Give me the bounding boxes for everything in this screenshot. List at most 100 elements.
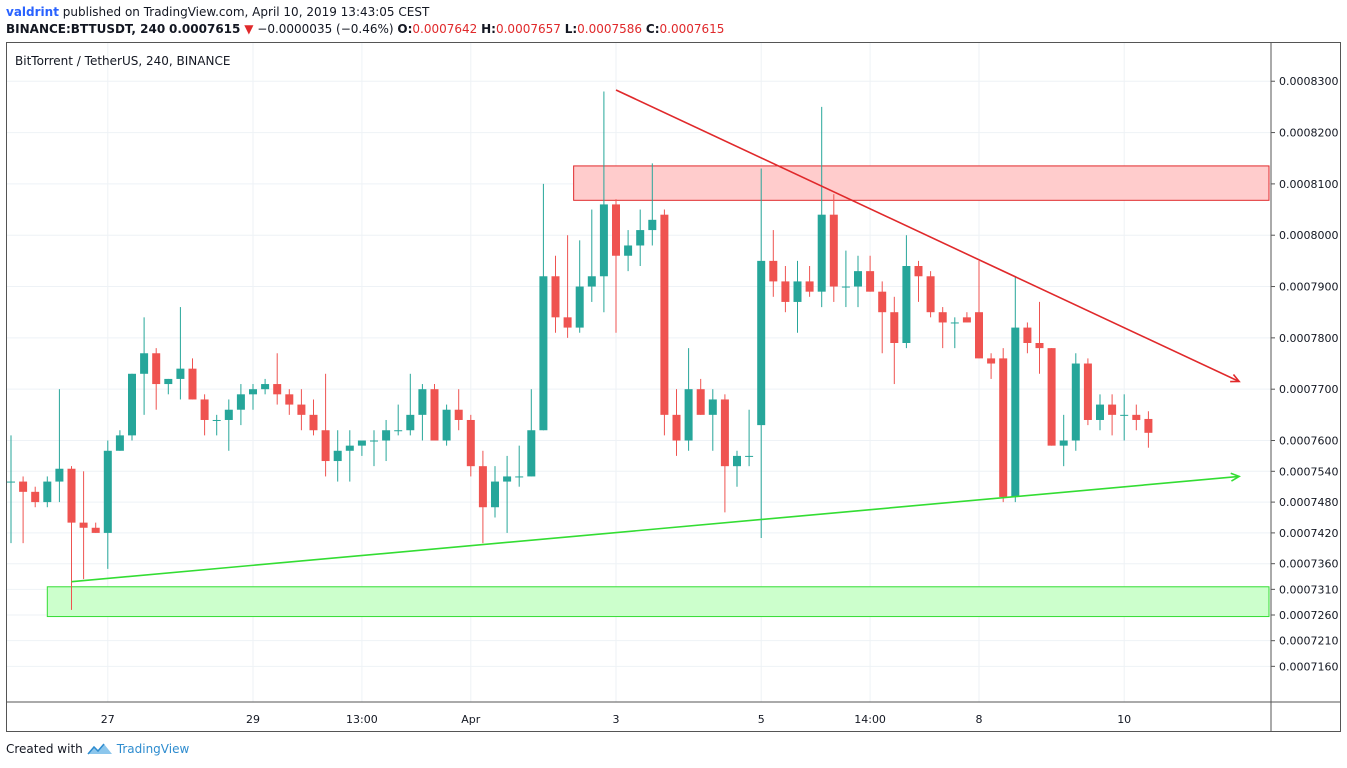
candle-down	[563, 317, 572, 328]
candle-down	[866, 271, 875, 292]
candle-up	[841, 286, 850, 288]
low-label: L:	[564, 22, 578, 36]
candle-up	[902, 266, 911, 343]
candlestick-chart[interactable]: 0.0008300 0.0008200 0.0008100 0.0008000 0.00…	[6, 42, 1341, 732]
candle-down	[297, 404, 306, 415]
candle-down	[890, 312, 899, 343]
y-tick-label: 0.0008100	[1279, 178, 1339, 191]
candle-down	[285, 394, 294, 405]
x-tick-label: 3	[613, 713, 620, 726]
candle-down	[999, 358, 1008, 497]
y-tick-label: 0.0007700	[1279, 383, 1339, 396]
x-tick-label: 29	[246, 713, 260, 726]
outer-border	[6, 42, 1341, 732]
y-tick-label: 0.0007160	[1279, 660, 1339, 673]
candle-up	[382, 430, 391, 441]
candle-up	[648, 219, 657, 231]
candle-down	[430, 389, 439, 441]
candle-down	[454, 409, 463, 420]
candle-down	[152, 353, 161, 385]
candle-down	[31, 491, 40, 503]
candle-down	[829, 214, 838, 287]
candle-down	[466, 419, 475, 467]
candle-down	[79, 522, 88, 528]
candle-up	[1059, 440, 1068, 446]
candle-up	[333, 450, 342, 462]
candle-up	[950, 322, 959, 324]
candle-up	[503, 476, 512, 482]
candle-up	[345, 445, 354, 451]
candle-down	[938, 312, 947, 323]
trendlines	[71, 89, 1241, 583]
candle-up	[394, 430, 403, 432]
y-tick-label: 0.0007260	[1279, 609, 1339, 622]
candle-up	[599, 204, 608, 277]
candle-up	[854, 271, 862, 287]
candle-down	[805, 281, 814, 292]
x-tick-label: 27	[101, 713, 115, 726]
candle-down	[1083, 363, 1092, 420]
candle-down	[962, 317, 971, 323]
y-tick-label: 0.0007210	[1279, 635, 1339, 648]
candle-down	[1132, 414, 1141, 420]
chart-header: valdrint published on TradingView.com, A…	[0, 0, 1347, 42]
candle-down	[1023, 327, 1032, 343]
candle-down	[987, 358, 996, 364]
candle-down	[612, 204, 620, 256]
y-tick-label: 0.0007360	[1279, 558, 1339, 571]
candle-up	[624, 245, 633, 256]
candle-down	[19, 481, 28, 492]
candle-down	[91, 527, 100, 533]
candle-down	[660, 214, 669, 415]
chart-frame[interactable]: 0.0008300 0.0008200 0.0008100 0.0008000 0.00…	[6, 42, 1341, 732]
y-tick-label: 0.0008300	[1279, 75, 1339, 88]
y-tick-label: 0.0007420	[1279, 527, 1339, 540]
time-axis[interactable]: 27 29 13:00 Apr 3 5 14:00 8 10	[101, 713, 1131, 726]
candle-up	[1096, 404, 1104, 420]
candle-down	[914, 266, 923, 277]
candle-up	[1120, 414, 1129, 416]
candle-up	[1071, 363, 1080, 441]
down-arrow-icon: ▼	[244, 22, 254, 36]
x-tick-label: 13:00	[346, 713, 378, 726]
y-tick-label: 0.0007600	[1279, 435, 1339, 448]
candle-down	[200, 399, 209, 420]
tradingview-brand-link[interactable]: TradingView	[116, 742, 190, 756]
candle-up	[539, 276, 548, 431]
zones	[46, 165, 1270, 618]
candle-down	[781, 281, 790, 302]
support-trendline	[71, 475, 1240, 583]
candle-up	[236, 394, 245, 410]
author-link[interactable]: valdrint	[6, 5, 59, 19]
candle-up	[249, 389, 257, 395]
y-tick-label: 0.0008000	[1279, 229, 1339, 242]
candle-up	[491, 481, 499, 508]
high-value: 0.0007657	[495, 22, 561, 36]
close-label: C:	[645, 22, 660, 36]
price-change: −0.0000035 (−0.46%)	[257, 22, 394, 36]
candle-up	[164, 378, 173, 385]
candle-up	[406, 414, 415, 431]
candle-down	[1047, 348, 1056, 446]
candle-down	[551, 276, 560, 318]
candle-down	[1144, 418, 1153, 433]
candle-down	[67, 468, 76, 523]
tradingview-logo-icon[interactable]	[87, 742, 113, 756]
plot-frame	[6, 42, 1341, 732]
candle-up	[587, 276, 596, 287]
resistance-trendline	[615, 89, 1240, 383]
footer: Created with TradingView	[6, 742, 189, 756]
candle-down	[273, 384, 282, 395]
x-tick-label: 14:00	[854, 713, 886, 726]
candle-down	[769, 260, 778, 282]
price-axis[interactable]: 0.0008300 0.0008200 0.0008100 0.0008000 0.00…	[1271, 75, 1339, 673]
candle-up	[176, 368, 185, 379]
candle-up	[261, 384, 270, 390]
created-with-text: Created with	[6, 742, 83, 756]
candle-up	[708, 399, 717, 415]
y-tick-label: 0.0007900	[1279, 281, 1339, 294]
y-tick-label: 0.0007480	[1279, 496, 1339, 509]
candle-up	[103, 450, 112, 533]
candle-down	[478, 466, 487, 508]
resistance-trendline-arrowhead	[1230, 374, 1241, 383]
